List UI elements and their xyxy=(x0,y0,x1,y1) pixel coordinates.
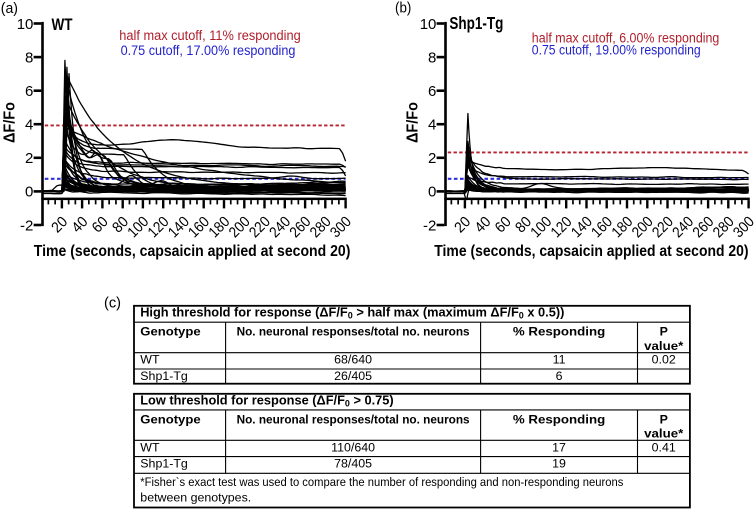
svg-text:between genotypes.: between genotypes. xyxy=(140,491,251,505)
svg-text:-2: -2 xyxy=(423,217,436,234)
svg-text:ΔF/Fo: ΔF/Fo xyxy=(2,102,19,143)
svg-text:WT: WT xyxy=(140,440,160,454)
svg-text:(c): (c) xyxy=(104,296,121,312)
svg-text:0.75 cutoff, 19.00% responding: 0.75 cutoff, 19.00% responding xyxy=(532,43,701,58)
svg-text:(a): (a) xyxy=(1,1,18,17)
svg-text:8: 8 xyxy=(25,49,33,66)
svg-text:0.41: 0.41 xyxy=(652,440,676,454)
svg-text:0.02: 0.02 xyxy=(652,353,676,367)
svg-text:10: 10 xyxy=(420,16,437,33)
svg-text:P: P xyxy=(660,412,668,426)
svg-text:6: 6 xyxy=(556,369,563,383)
svg-text:Time (seconds, capsaicin appli: Time (seconds, capsaicin applied at seco… xyxy=(434,243,748,260)
svg-text:ΔF/Fo: ΔF/Fo xyxy=(405,102,422,143)
svg-text:half max cutoff, 11% respondin: half max cutoff, 11% responding xyxy=(119,28,300,43)
svg-text:Shp1-Tg: Shp1-Tg xyxy=(140,457,188,471)
svg-text:No. neuronal responses/total n: No. neuronal responses/total no. neurons xyxy=(237,412,470,426)
svg-text:WT: WT xyxy=(52,15,73,34)
svg-text:78/405: 78/405 xyxy=(334,457,372,471)
svg-text:0: 0 xyxy=(428,184,436,201)
svg-text:68/640: 68/640 xyxy=(334,353,372,367)
svg-text:19: 19 xyxy=(552,457,566,471)
svg-text:2: 2 xyxy=(25,150,33,167)
svg-text:0: 0 xyxy=(25,184,33,201)
svg-text:Time (seconds, capsaicin appli: Time (seconds, capsaicin applied at seco… xyxy=(34,243,351,260)
svg-text:Shp1-Tg: Shp1-Tg xyxy=(140,369,188,383)
svg-text:17: 17 xyxy=(552,440,566,454)
svg-text:26/405: 26/405 xyxy=(334,369,372,383)
svg-text:10: 10 xyxy=(17,16,34,33)
svg-text:% Responding: % Responding xyxy=(513,412,605,426)
svg-text:High threshold for response (Δ: High threshold for response (ΔF/F0 > hal… xyxy=(140,304,564,320)
svg-text:4: 4 xyxy=(428,117,436,134)
svg-text:11: 11 xyxy=(553,353,566,367)
svg-text:Genotype: Genotype xyxy=(140,412,200,426)
svg-text:WT: WT xyxy=(140,353,160,367)
svg-text:No. neuronal responses/total n: No. neuronal responses/total no. neurons xyxy=(237,325,470,339)
svg-text:-2: -2 xyxy=(20,217,33,234)
svg-text:110/640: 110/640 xyxy=(331,440,375,454)
svg-text:value*: value* xyxy=(644,427,683,441)
svg-text:6: 6 xyxy=(25,83,33,100)
svg-text:P: P xyxy=(660,325,668,339)
svg-text:6: 6 xyxy=(428,83,436,100)
svg-text:Low threshold for response (ΔF: Low threshold for response (ΔF/F0 > 0.75… xyxy=(140,392,394,408)
svg-text:Shp1-Tg: Shp1-Tg xyxy=(449,13,503,33)
svg-text:(b): (b) xyxy=(395,0,411,16)
svg-text:half max cutoff, 6.00% respond: half max cutoff, 6.00% responding xyxy=(532,31,720,46)
svg-text:*Fisher`s exact test was used: *Fisher`s exact test was used to compare… xyxy=(140,475,623,489)
svg-text:0.75 cutoff, 17.00% responding: 0.75 cutoff, 17.00% responding xyxy=(121,43,296,58)
svg-text:4: 4 xyxy=(25,117,33,134)
svg-text:% Responding: % Responding xyxy=(513,325,605,339)
svg-text:Genotype: Genotype xyxy=(140,325,200,339)
svg-text:300: 300 xyxy=(730,213,755,241)
svg-text:8: 8 xyxy=(428,49,436,66)
svg-text:value*: value* xyxy=(644,339,683,353)
svg-text:300: 300 xyxy=(327,213,355,241)
svg-text:2: 2 xyxy=(428,150,436,167)
